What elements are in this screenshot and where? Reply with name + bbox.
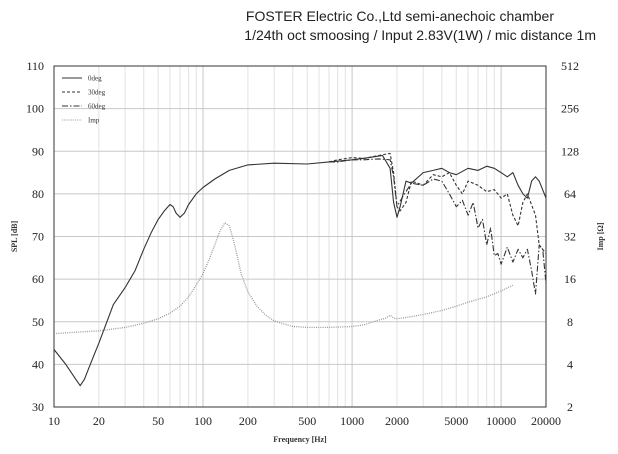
x-tick-label: 500 [298,414,316,428]
series-lines [53,152,547,387]
x-tick-label: 2000 [385,414,409,428]
y-tick-label: 50 [32,315,44,329]
y-tick-label: 80 [32,187,44,201]
x-tick-label: 10000 [486,414,516,428]
y-tick-label: 70 [32,230,44,244]
series-line-imp [53,222,514,335]
legend-label: 30deg [88,89,106,97]
x-tick-label: 50 [152,414,164,428]
y2-tick-label: 32 [564,230,576,244]
x-tick-label: 1000 [340,414,364,428]
legend-label: 60deg [88,103,106,111]
legend-label: Imp [88,117,100,125]
legend: 0deg 30deg 60deg Imp [62,75,106,125]
y-axis-label: SPL [dB] [10,220,19,252]
y2-tick-label: 128 [561,144,579,158]
y2-tick-label: 256 [561,102,579,116]
x-axis-label: Frequency [Hz] [273,435,327,444]
y2-tick-label: 512 [561,59,579,73]
y-axis-ticks: 30 40 50 60 70 80 90 100 110 [26,59,44,414]
y2-tick-label: 8 [567,315,573,329]
y2-axis-label: Imp [Ω] [596,222,605,250]
y-tick-label: 90 [32,144,44,158]
y2-tick-label: 64 [564,187,576,201]
legend-label: 0deg [88,75,102,83]
x-tick-label: 20000 [531,414,561,428]
chart-title-line-2: 1/24th oct smoosing / Input 2.83V(1W) / … [244,27,596,43]
series-line-60deg [329,158,547,295]
series-line-30deg [328,152,547,254]
x-tick-label: 5000 [444,414,468,428]
y-tick-label: 30 [32,400,44,414]
x-tick-label: 10 [48,414,60,428]
y2-tick-label: 2 [567,400,573,414]
plot-frame [53,65,547,408]
x-tick-label: 200 [239,414,257,428]
y-tick-label: 100 [26,102,44,116]
y2-axis-ticks: 2 4 8 16 32 64 128 256 512 [561,59,579,414]
y-tick-label: 110 [26,59,44,73]
y2-tick-label: 16 [564,272,576,286]
x-tick-label: 100 [194,414,212,428]
series-line-0deg [53,154,547,387]
chart-title-line-1: FOSTER Electric Co.,Ltd semi-anechoic ch… [245,8,554,24]
x-axis-ticks: 10 20 50 100 200 500 1000 2000 5000 10000 20000 [48,414,561,428]
grid [53,65,547,408]
x-tick-label: 20 [93,414,105,428]
y2-tick-label: 4 [567,357,573,371]
y-tick-label: 40 [32,357,44,371]
y-tick-label: 60 [32,272,44,286]
